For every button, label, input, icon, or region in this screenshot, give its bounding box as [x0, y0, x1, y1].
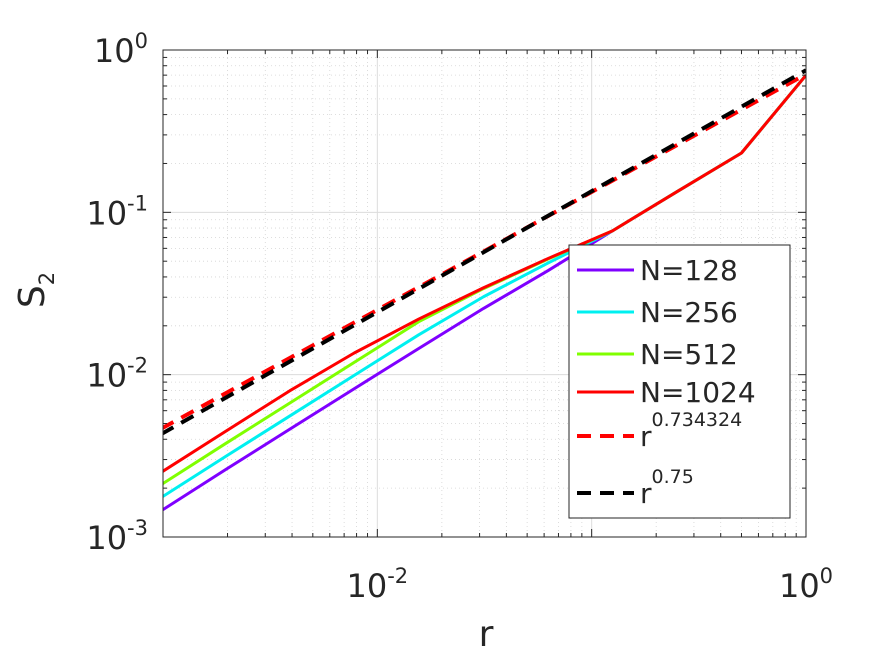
x-tick-label-base: 10: [346, 567, 387, 605]
legend-label-name: N=1024: [640, 376, 756, 409]
y-tick-label-exponent: -1: [127, 191, 148, 215]
y-tick-label-base: 10: [86, 519, 127, 557]
legend-label-5: r0.734324: [640, 409, 742, 453]
svg-text:S2: S2: [12, 272, 59, 308]
legend-label-name: N=256: [640, 296, 738, 329]
plot-frame: [162, 49, 807, 538]
series-line-6: [163, 68, 806, 436]
x-tick-label-base: 10: [779, 567, 820, 605]
x-tick-label-exponent: -2: [387, 564, 408, 588]
series-line-5: [163, 72, 806, 431]
legend-label-6: r0.75: [640, 466, 694, 510]
y-tick-label-exponent: 0: [135, 29, 148, 53]
legend-label-name: N=128: [640, 254, 738, 287]
x-tick-label-exponent: 0: [820, 564, 833, 588]
legend-label-4: N=1024: [640, 376, 756, 409]
y-tick-label: 10-1: [86, 191, 148, 232]
axis-ticks: [162, 50, 806, 538]
legend-label-name: r: [640, 420, 652, 453]
y-tick-label: 10-2: [86, 354, 148, 395]
y-tick-label-exponent: -2: [127, 354, 148, 378]
y-tick-label: 100: [94, 29, 148, 70]
y-tick-label: 10-3: [86, 516, 148, 557]
y-axis-label-sub: 2: [35, 272, 59, 285]
y-axis-label-main: S: [12, 285, 53, 308]
x-tick-label: 100: [779, 564, 833, 605]
legend-label-3: N=512: [640, 338, 738, 371]
legend-label-exponent: 0.734324: [652, 409, 743, 431]
y-tick-label-exponent: -3: [127, 516, 148, 540]
x-tick-label: 10-2: [346, 564, 408, 605]
legend-label-2: N=256: [640, 296, 738, 329]
legend-label-exponent: 0.75: [652, 466, 694, 488]
x-axis-label: r: [479, 614, 494, 655]
legend-label-name: r: [640, 477, 652, 510]
y-tick-label-base: 10: [86, 357, 127, 395]
legend-label-name: N=512: [640, 338, 738, 371]
series-layer: [163, 68, 806, 512]
legend-box: [568, 244, 791, 519]
y-axis-label: S2: [12, 272, 59, 308]
y-tick-label-base: 10: [94, 32, 135, 70]
y-tick-label-base: 10: [86, 194, 127, 232]
series-line-4: [163, 74, 806, 473]
legend-label-1: N=128: [640, 254, 738, 287]
